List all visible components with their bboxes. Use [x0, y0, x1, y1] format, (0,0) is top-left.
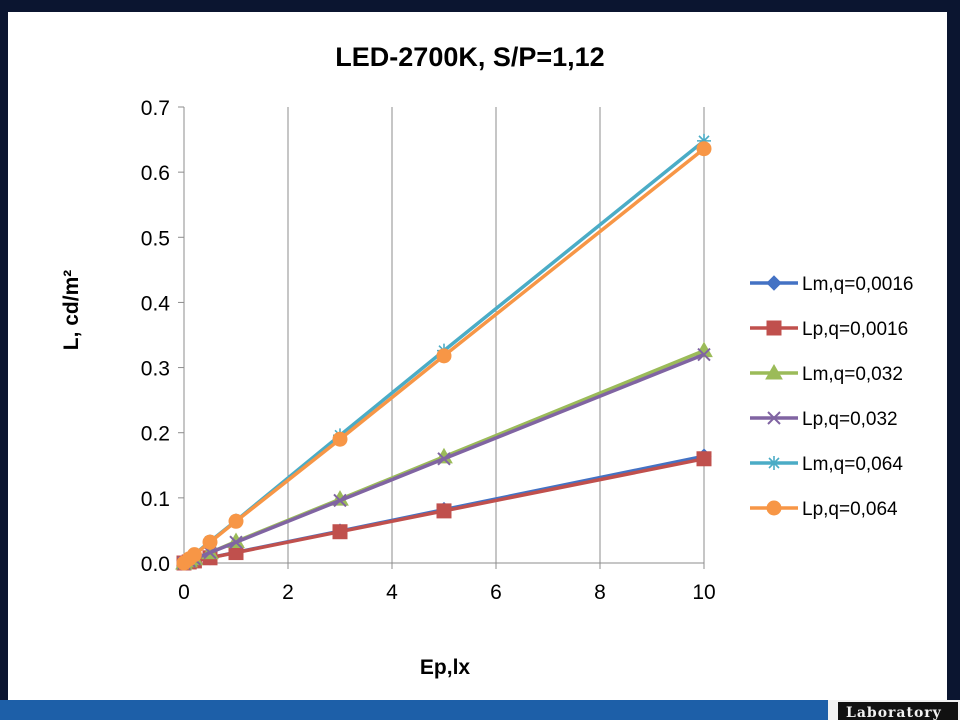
legend-label-2: Lp,q=0,0016: [802, 319, 908, 340]
series-6-point-4: [228, 513, 244, 529]
series-6-point-7: [696, 141, 712, 157]
legend-label-5: Lm,q=0,064: [802, 454, 903, 475]
legend-marker-6: [766, 500, 782, 516]
series-2-point-5: [332, 524, 348, 540]
grid-lines: [287, 107, 705, 563]
legend-entry-1: Lm,q=0,0016: [750, 274, 913, 295]
legend-entry-5: Lm,q=0,064: [750, 454, 903, 475]
legend-label-6: Lp,q=0,064: [802, 499, 898, 520]
series-6-point-5: [332, 431, 348, 447]
legend-label-3: Lm,q=0,032: [802, 364, 903, 385]
line-chart: LED-2700K, S/P=1,12 0.00.10.20.30.40.50.…: [60, 42, 913, 679]
series-4-point-6: [437, 452, 451, 466]
legend-marker-1: [766, 275, 782, 291]
lab-logo: Laboratory: [828, 700, 960, 720]
x-tick-label-3: 6: [490, 581, 502, 604]
lab-logo-text: Laboratory: [838, 702, 958, 720]
y-tick-label-7: 0.7: [141, 97, 170, 120]
series-2-point-6: [436, 503, 452, 519]
footer-band: [0, 700, 830, 720]
x-tick-label-0: 0: [178, 581, 190, 604]
series-6: [176, 141, 712, 571]
series-group: [175, 133, 713, 571]
legend-marker-2: [766, 320, 782, 336]
x-tick-label-4: 8: [594, 581, 606, 604]
legend-marker-3: [765, 363, 783, 380]
series-4-point-7: [697, 347, 711, 362]
series-6-point-2: [186, 547, 202, 563]
series-4-point-4: [229, 535, 243, 549]
chart-title: LED-2700K, S/P=1,12: [335, 42, 604, 72]
legend: Lm,q=0,0016 Lp,q=0,0016 Lm,q=0,032 Lp,q=0,0…: [750, 274, 913, 520]
right-frame-strip: [947, 12, 960, 607]
series-5-point-7: [697, 133, 711, 148]
top-frame-bar: [0, 0, 960, 10]
legend-entry-6: Lp,q=0,064: [750, 499, 898, 520]
x-axis-label: Ep,lx: [420, 656, 471, 679]
legend-label-1: Lm,q=0,0016: [802, 274, 913, 295]
y-tick-label-4: 0.4: [141, 292, 171, 315]
legend-entry-4: Lp,q=0,032: [750, 409, 898, 430]
legend-entry-2: Lp,q=0,0016: [750, 319, 908, 340]
legend-label-4: Lp,q=0,032: [802, 409, 898, 430]
series-4-point-5: [333, 493, 347, 508]
series-4-point-3: [203, 545, 217, 560]
chart-panel: LED-2700K, S/P=1,12 0.0 0.1 0.2 0.3 0.4 0.5 0.…: [8, 12, 947, 700]
y-tick-label-6: 0.6: [141, 162, 170, 185]
y-tick-label-3: 0.3: [141, 358, 170, 381]
series-6-point-6: [436, 348, 452, 364]
series-6-point-3: [202, 534, 218, 550]
x-tick-label-1: 2: [282, 581, 294, 604]
y-tick-label-0: 0.0: [141, 553, 170, 576]
y-tick-label-5: 0.5: [141, 227, 170, 250]
legend-marker-5: [767, 456, 781, 470]
y-tick-label-2: 0.2: [141, 423, 170, 446]
x-tick-label-2: 4: [386, 581, 398, 604]
x-tick-label-5: 10: [692, 581, 715, 604]
series-2-point-7: [696, 451, 712, 467]
axes: 0.0 0.1 0.2 0.3 0.4 0.5 0.6 0.7 0 2 4 6 8 10: [141, 97, 716, 604]
legend-marker-4: [767, 411, 781, 425]
y-tick-label-1: 0.1: [141, 488, 170, 511]
y-axis-label: L, cd/m²: [60, 270, 83, 351]
legend-entry-3: Lm,q=0,032: [750, 363, 903, 385]
